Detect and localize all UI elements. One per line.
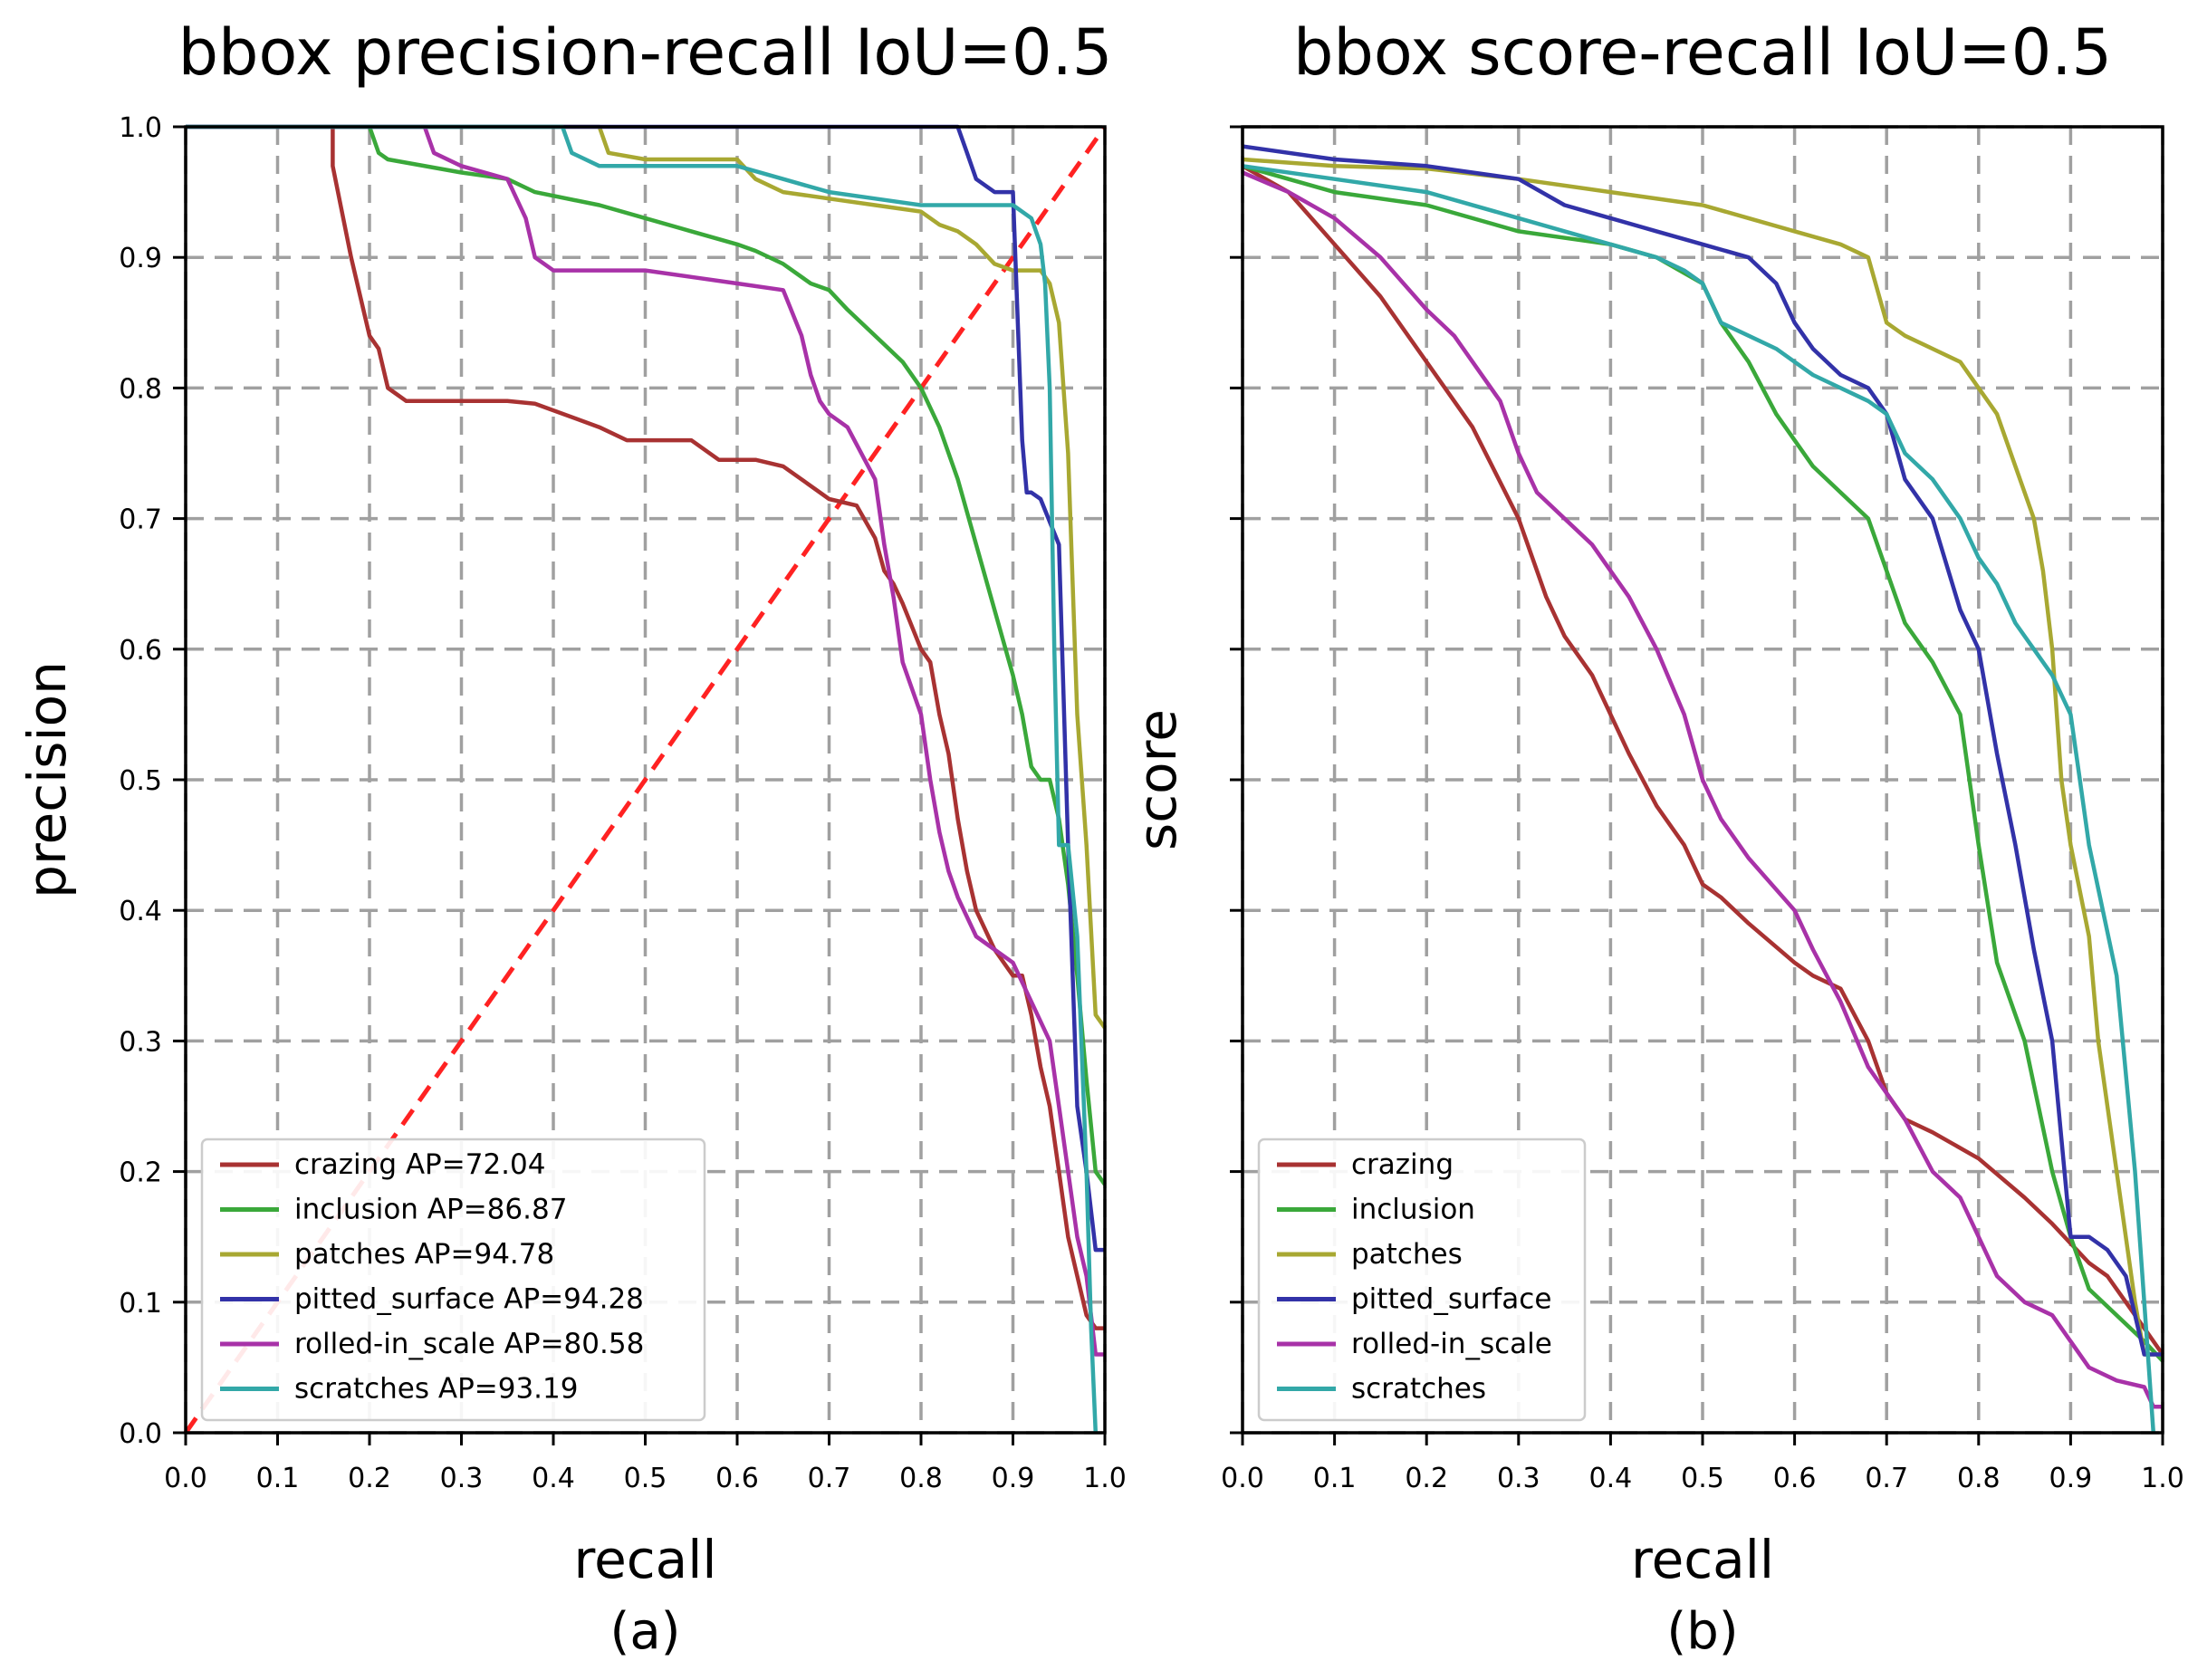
series-lines bbox=[1241, 144, 2164, 1434]
legend-label: crazing bbox=[1351, 1148, 1454, 1181]
y-tick-label: 0.8 bbox=[119, 373, 162, 405]
series-line-scratches bbox=[1242, 164, 2156, 1434]
x-tick-label: 0.1 bbox=[1313, 1463, 1357, 1494]
x-tick-label: 0.2 bbox=[1405, 1463, 1448, 1494]
y-tick-label: 0.1 bbox=[119, 1288, 162, 1320]
panel-a-precision-recall-chart: bbox precision-recall IoU=0.5 0.0 0.1 0.2 0.… bbox=[16, 15, 1127, 1661]
chart-title: bbox score-recall IoU=0.5 bbox=[1293, 15, 2112, 90]
chart-title: bbox precision-recall IoU=0.5 bbox=[178, 15, 1113, 90]
legend-label: pitted_surface AP=94.28 bbox=[294, 1283, 644, 1316]
x-axis-label: recall bbox=[574, 1529, 717, 1590]
legend-label: inclusion AP=86.87 bbox=[294, 1194, 567, 1226]
x-tick-label: 0.0 bbox=[1221, 1463, 1264, 1494]
x-tick-label: 0.6 bbox=[1773, 1463, 1817, 1494]
x-tick-label: 0.3 bbox=[440, 1463, 484, 1494]
legend-label: rolled-in_scale bbox=[1351, 1328, 1552, 1360]
x-tick-label: 0.7 bbox=[1865, 1463, 1908, 1494]
y-tick-label: 0.6 bbox=[119, 635, 162, 667]
y-tick-label: 0.5 bbox=[119, 765, 162, 797]
panel-b-score-recall-chart: bbox score-recall IoU=0.5 0.0 0.1 0.2 0.3 0.4… bbox=[1127, 15, 2184, 1661]
legend-label: rolled-in_scale AP=80.58 bbox=[294, 1328, 644, 1360]
x-tick-label: 0.8 bbox=[1957, 1463, 2001, 1494]
y-tick-label: 0.0 bbox=[119, 1418, 162, 1450]
y-tick-label: 0.2 bbox=[119, 1157, 162, 1189]
x-tick-label: 0.4 bbox=[532, 1463, 575, 1494]
legend-label: scratches AP=93.19 bbox=[294, 1373, 578, 1406]
y-tick-label: 0.9 bbox=[119, 243, 162, 274]
x-tick-label: 0.5 bbox=[624, 1463, 667, 1494]
series-line-crazing bbox=[1241, 164, 2164, 1356]
legend-label: patches AP=94.78 bbox=[294, 1238, 554, 1271]
legend-label: scratches bbox=[1351, 1373, 1486, 1406]
x-tick-label: 0.1 bbox=[256, 1463, 300, 1494]
legend-box bbox=[200, 1138, 706, 1422]
x-tick-label: 0.2 bbox=[348, 1463, 391, 1494]
x-tick-label: 1.0 bbox=[1083, 1463, 1127, 1494]
legend: crazing AP=72.04 inclusion AP=86.87 patche… bbox=[200, 1138, 706, 1422]
x-tick-label: 0.9 bbox=[2049, 1463, 2093, 1494]
x-tick-label: 0.8 bbox=[899, 1463, 943, 1494]
x-tick-label: 0.3 bbox=[1497, 1463, 1540, 1494]
x-tick-label: 0.7 bbox=[808, 1463, 851, 1494]
x-tick-label: 0.6 bbox=[715, 1463, 759, 1494]
x-tick-label: 0.4 bbox=[1589, 1463, 1633, 1494]
series-line-rolled-in_scale bbox=[1242, 170, 2163, 1409]
legend-label: crazing AP=72.04 bbox=[294, 1148, 545, 1181]
y-tick-label: 0.4 bbox=[119, 896, 162, 927]
series-line-inclusion bbox=[186, 124, 1107, 1186]
x-tick-label: 1.0 bbox=[2141, 1463, 2184, 1494]
series-line-scratches bbox=[186, 124, 1099, 1434]
legend-label: inclusion bbox=[1351, 1194, 1475, 1226]
legend-label: patches bbox=[1351, 1238, 1463, 1271]
x-tick-label: 0.0 bbox=[164, 1463, 207, 1494]
plot-frame bbox=[184, 125, 1107, 1435]
y-axis-label: precision bbox=[16, 661, 78, 898]
legend-label: pitted_surface bbox=[1351, 1283, 1551, 1316]
series-line-patches bbox=[186, 124, 1107, 1030]
y-tick-label: 0.7 bbox=[119, 504, 162, 536]
panel-caption: (b) bbox=[1666, 1602, 1738, 1661]
x-axis-label: recall bbox=[1631, 1529, 1774, 1590]
legend-box bbox=[1257, 1138, 1587, 1422]
series-line-rolled-in_scale bbox=[186, 124, 1105, 1357]
panel-caption: (a) bbox=[609, 1602, 680, 1661]
x-tick-label: 0.9 bbox=[992, 1463, 1035, 1494]
y-axis-label: score bbox=[1127, 709, 1188, 850]
x-tick-label: 0.5 bbox=[1681, 1463, 1724, 1494]
y-tick-label: 0.3 bbox=[119, 1026, 162, 1058]
series-line-patches bbox=[1242, 157, 2163, 1357]
series-lines bbox=[186, 124, 1107, 1434]
y-tick-label: 1.0 bbox=[119, 112, 162, 144]
series-line-crazing bbox=[186, 124, 1105, 1330]
legend: crazing inclusion patches pitted_surfacerol… bbox=[1257, 1138, 1587, 1422]
plot-frame bbox=[1241, 125, 2164, 1435]
